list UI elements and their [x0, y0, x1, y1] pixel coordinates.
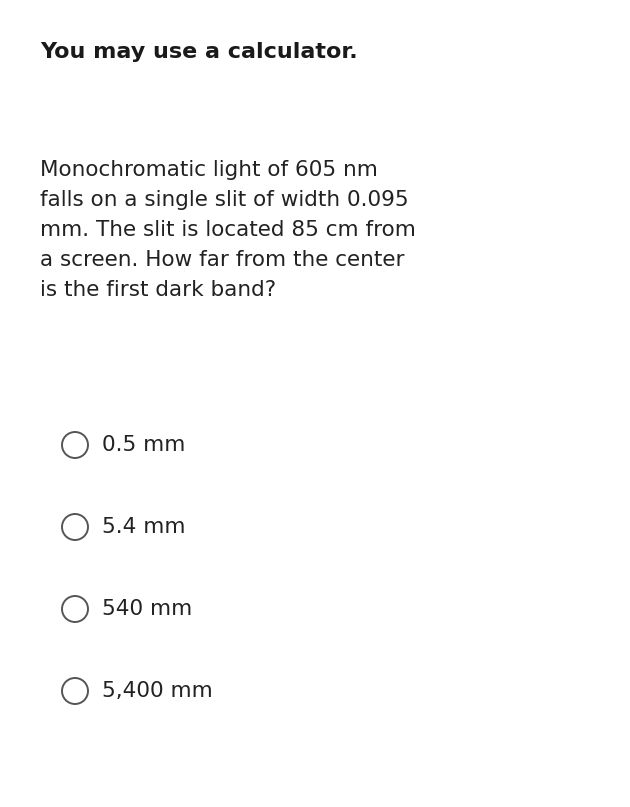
- Text: Monochromatic light of 605 nm: Monochromatic light of 605 nm: [40, 160, 378, 180]
- Text: 540 mm: 540 mm: [102, 599, 192, 619]
- Text: 0.5 mm: 0.5 mm: [102, 435, 185, 455]
- Text: mm. The slit is located 85 cm from: mm. The slit is located 85 cm from: [40, 220, 416, 240]
- Text: falls on a single slit of width 0.095: falls on a single slit of width 0.095: [40, 190, 409, 210]
- Text: a screen. How far from the center: a screen. How far from the center: [40, 250, 404, 270]
- Text: is the first dark band?: is the first dark band?: [40, 280, 276, 300]
- Text: 5.4 mm: 5.4 mm: [102, 517, 185, 537]
- Text: 5,400 mm: 5,400 mm: [102, 681, 213, 701]
- Text: You may use a calculator.: You may use a calculator.: [40, 42, 358, 62]
